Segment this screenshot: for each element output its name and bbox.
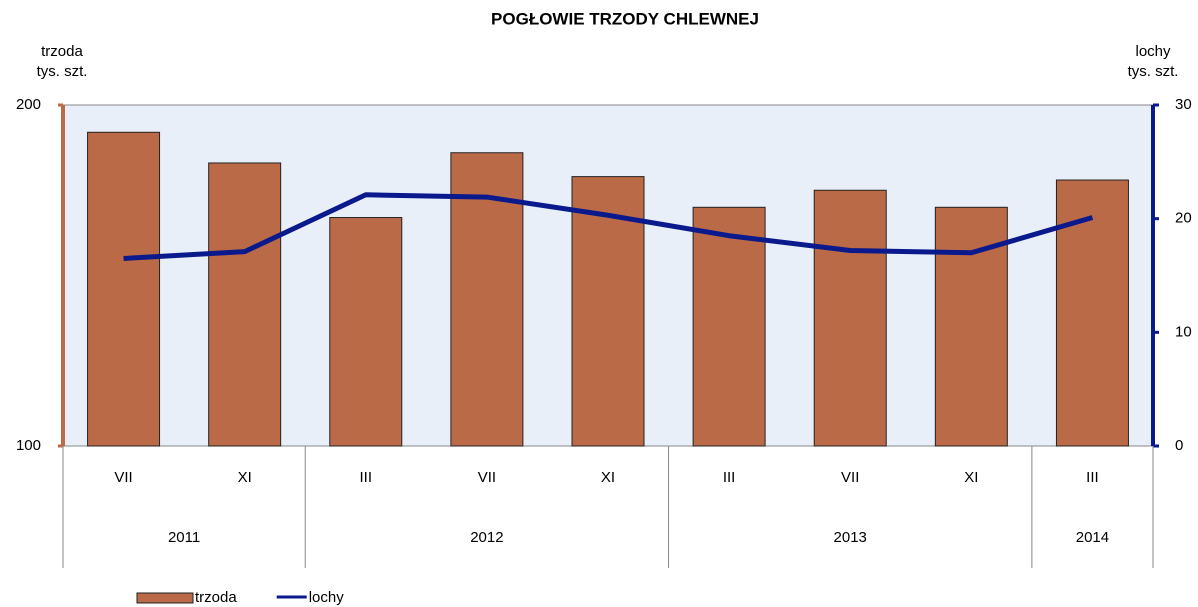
legend-label: trzoda [195, 589, 237, 606]
year-label: 2014 [1076, 529, 1109, 546]
x-tick-label: XI [601, 469, 615, 486]
bar [813, 189, 887, 447]
x-tick-label: XI [238, 469, 252, 486]
x-tick-label: III [723, 469, 736, 486]
y2-tick-label: 20 [1175, 210, 1192, 227]
y-axis-label: tys. szt. [37, 63, 88, 80]
x-tick-label: VII [114, 469, 132, 486]
bar [692, 206, 766, 447]
y-tick-label: 200 [16, 96, 41, 113]
x-tick-label: III [1086, 469, 1099, 486]
bar [208, 162, 282, 447]
year-label: 2013 [834, 529, 867, 546]
x-tick-label: XI [964, 469, 978, 486]
y2-tick-label: 30 [1175, 96, 1192, 113]
year-label: 2011 [168, 529, 200, 546]
bar [87, 131, 161, 447]
y-axis-label: trzoda [41, 43, 83, 60]
chart-title: POGŁOWIE TRZODY CHLEWNEJ [491, 9, 759, 28]
x-tick-label: VII [841, 469, 859, 486]
x-tick-label: III [360, 469, 373, 486]
y2-tick-label: 10 [1175, 323, 1192, 340]
y2-axis-label: lochy [1135, 43, 1171, 60]
line [123, 192, 1094, 261]
year-label: 2012 [470, 529, 503, 546]
bar [329, 217, 403, 447]
x-tick-label: VII [478, 469, 496, 486]
legend-label: lochy [309, 589, 345, 606]
legend-swatch [136, 592, 194, 604]
y2-tick-label: 0 [1175, 437, 1183, 454]
y-tick-label: 100 [16, 437, 41, 454]
y2-axis-label: tys. szt. [1128, 63, 1179, 80]
